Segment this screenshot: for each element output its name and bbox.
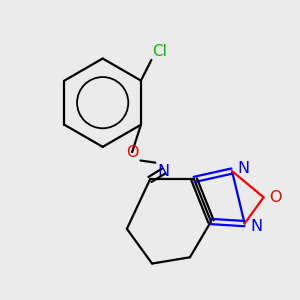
Text: O: O <box>269 190 281 205</box>
Text: N: N <box>158 164 170 178</box>
Text: N: N <box>250 219 262 234</box>
Text: Cl: Cl <box>152 44 167 59</box>
Text: O: O <box>126 145 138 160</box>
Text: N: N <box>237 161 249 176</box>
